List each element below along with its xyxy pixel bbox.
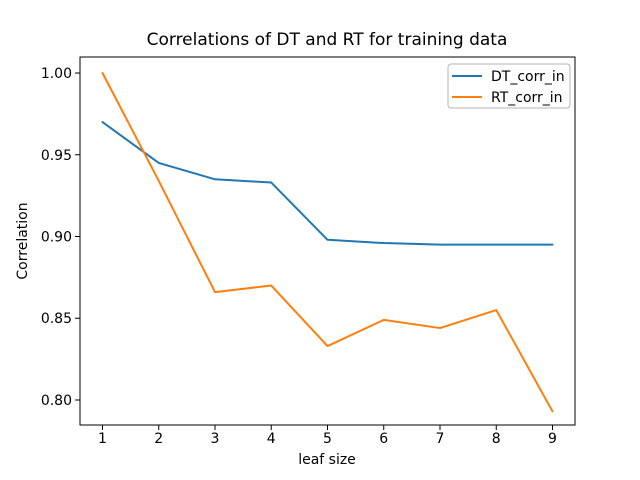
x-tick-label: 9 — [548, 431, 557, 447]
series-layer — [101, 72, 554, 413]
x-tick-label: 8 — [492, 431, 501, 447]
y-tick-label: 0.80 — [41, 393, 72, 409]
x-tick-label: 4 — [267, 431, 276, 447]
y-axis-label: Correlation — [15, 202, 31, 279]
legend-label-dt: DT_corr_in — [491, 69, 565, 85]
y-tick-label: 1.00 — [41, 66, 72, 82]
x-axis-label: leaf size — [298, 452, 356, 468]
x-tick-label: 2 — [154, 431, 163, 447]
x-tick-label: 1 — [98, 431, 107, 447]
series-line-RT_corr_in — [101, 72, 554, 413]
legend: DT_corr_in RT_corr_in — [447, 63, 571, 109]
x-tick-label: 5 — [323, 431, 332, 447]
legend-label-rt: RT_corr_in — [491, 90, 563, 106]
axes-frame — [79, 56, 576, 426]
y-tick-label: 0.90 — [41, 230, 72, 246]
y-tick-label: 0.85 — [41, 311, 72, 327]
series-line-DT_corr_in — [101, 121, 554, 246]
ticks-layer: 1 2 3 4 5 6 7 8 9 0.80 0.85 0.90 0.95 1.00 — [41, 66, 557, 447]
y-tick-label: 0.95 — [41, 148, 72, 164]
chart-title: Correlations of DT and RT for training d… — [147, 30, 508, 50]
x-tick-label: 6 — [379, 431, 388, 447]
x-tick-label: 7 — [436, 431, 445, 447]
x-tick-label: 3 — [211, 431, 220, 447]
